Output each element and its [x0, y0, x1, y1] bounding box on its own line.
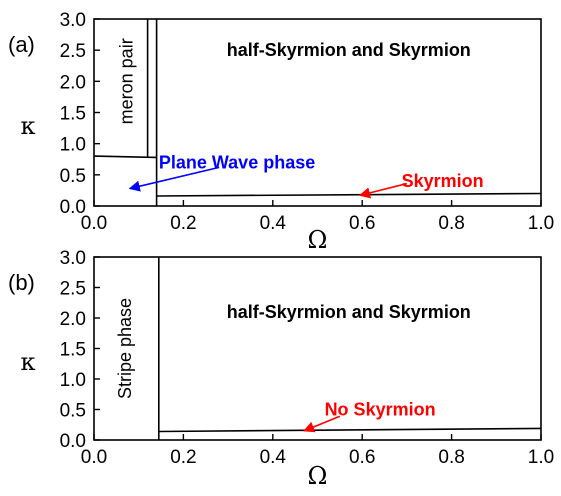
x-axis-label: Ω — [308, 226, 328, 254]
annotation-label: Skyrmion — [402, 171, 484, 191]
annotation-arrow — [358, 182, 408, 199]
x-axis-label: Ω — [308, 462, 328, 490]
y-tick-label: 0.0 — [60, 197, 86, 218]
x-tick-label: 0.2 — [170, 213, 196, 234]
y-tick-label: 2.5 — [60, 279, 86, 300]
y-tick-label: 1.0 — [60, 370, 86, 391]
x-tick-label: 0.4 — [260, 447, 287, 468]
y-tick-label: 1.0 — [60, 135, 86, 156]
y-tick-label: 2.0 — [60, 72, 86, 93]
phase-boundary — [158, 427, 542, 433]
phase-boundary — [156, 192, 542, 197]
x-tick-label: 0.8 — [438, 447, 464, 468]
annotation-arrow — [128, 166, 220, 192]
x-tick-label: 0.8 — [438, 213, 464, 234]
y-tick-label: 0.5 — [60, 401, 86, 422]
panel-label: (a) — [8, 32, 35, 57]
region-label: meron pair — [116, 38, 136, 124]
panel-1: 0.0 0.2 0.4 0.6 0.8 1.0 0.0 0.5 1.0 1.5 2.0 2.5 3.0 Ω… — [8, 248, 554, 490]
annotation-label: No Skyrmion — [325, 400, 436, 420]
x-tick-label: 0.2 — [170, 447, 196, 468]
y-tick-label: 3.0 — [60, 248, 86, 269]
phase-boundary — [93, 155, 157, 159]
panel-label: (b) — [8, 270, 35, 295]
x-tick-label: 1.0 — [528, 447, 554, 468]
y-tick-label: 2.0 — [60, 309, 86, 330]
x-tick-label: 0.6 — [349, 213, 375, 234]
x-tick-label: 0.4 — [260, 213, 287, 234]
y-tick-label: 1.5 — [60, 104, 86, 125]
plot-frame — [93, 256, 542, 441]
y-tick-label: 3.0 — [60, 10, 86, 31]
annotation-label: Plane Wave phase — [159, 152, 315, 172]
y-axis-label: κ — [21, 112, 36, 140]
x-tick-label: 0.6 — [349, 447, 375, 468]
y-tick-label: 2.5 — [60, 41, 86, 62]
y-tick-label: 1.5 — [60, 340, 86, 361]
x-tick-label: 0.0 — [81, 447, 107, 468]
y-axis-label: κ — [21, 348, 36, 376]
x-tick-label: 0.0 — [81, 213, 107, 234]
region-label: half-Skyrmion and Skyrmion — [227, 40, 471, 60]
region-label: half-Skyrmion and Skyrmion — [227, 302, 471, 322]
x-tick-label: 1.0 — [528, 213, 554, 234]
y-tick-label: 0.5 — [60, 166, 86, 187]
region-label: Stripe phase — [115, 298, 135, 399]
annotation-arrow — [303, 415, 341, 433]
y-tick-label: 0.0 — [60, 431, 86, 452]
panel-0: 0.0 0.2 0.4 0.6 0.8 1.0 0.0 0.5 1.0 1.5 2.0 2.5 3.0 Ω… — [8, 10, 554, 254]
